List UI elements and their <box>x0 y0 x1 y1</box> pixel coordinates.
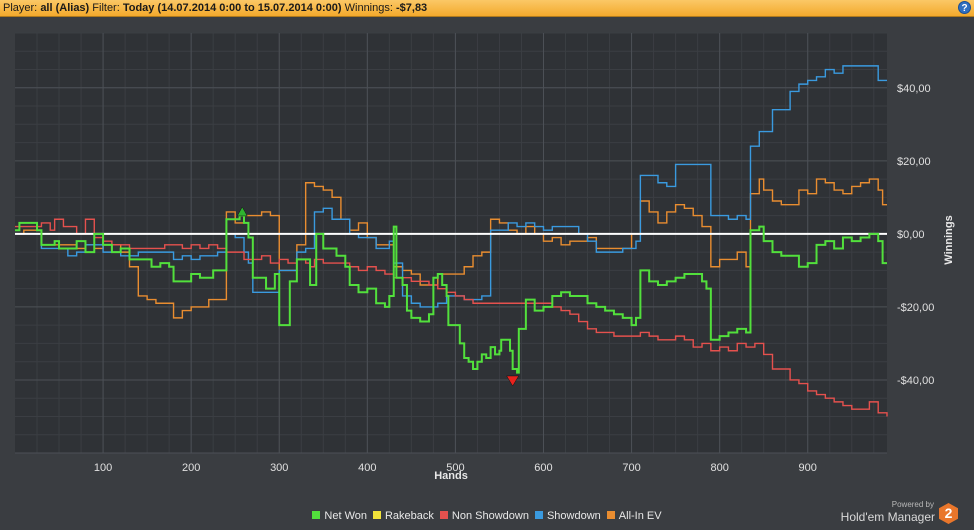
x-tick-label: 100 <box>94 462 112 474</box>
y-tick-label: $40,00 <box>897 83 931 95</box>
legend-swatch <box>372 511 381 519</box>
player-label: Player: <box>3 2 38 14</box>
x-tick-label: 600 <box>534 462 552 474</box>
min-marker-icon <box>506 375 520 387</box>
legend-swatch <box>534 511 543 519</box>
chart-header: Player: all (Alias) Filter: Today (14.07… <box>0 0 974 17</box>
hem-logo-icon: 2 <box>939 503 958 524</box>
y-tick-label: -$40,00 <box>897 375 934 387</box>
winnings-value: -$7,83 <box>395 2 428 14</box>
winnings-label: Winnings: <box>344 2 393 14</box>
legend-item-non-showdown[interactable]: Non Showdown <box>439 510 529 522</box>
filter-value: Today (14.07.2014 0:00 to 15.07.2014 0:0… <box>122 2 342 14</box>
legend-swatch <box>312 511 321 519</box>
series-non-showdown-line <box>15 218 888 417</box>
plot-area <box>15 33 887 453</box>
x-tick-label: 800 <box>710 462 728 474</box>
legend-item-rakeback[interactable]: Rakeback <box>372 510 434 522</box>
legend-item-net-won[interactable]: Net Won <box>312 510 367 522</box>
legend-label: Showdown <box>546 510 601 522</box>
max-marker-icon <box>236 206 248 217</box>
chart-series <box>15 65 888 417</box>
y-axis-label: Winnings <box>943 215 955 264</box>
legend-label: Net Won <box>324 510 367 522</box>
player-value: all (Alias) <box>40 2 90 14</box>
chart-markers <box>236 206 520 387</box>
powered-by-text: Powered by <box>891 500 934 509</box>
x-axis-label: Hands <box>434 470 468 482</box>
y-tick-label: $0,00 <box>897 229 925 241</box>
chart-legend: Net Won Rakeback Non Showdown Showdown All-I… <box>0 510 974 524</box>
x-tick-label: 500 <box>446 462 464 474</box>
legend-label: Non Showdown <box>451 510 529 522</box>
legend-item-all-in-ev[interactable]: All-In EV <box>606 510 662 522</box>
x-tick-labels: 100 200 300 400 500 600 700 800 900 <box>94 462 817 474</box>
y-tick-label: -$20,00 <box>897 302 934 314</box>
chart-grid <box>15 32 887 454</box>
x-tick-label: 400 <box>358 462 376 474</box>
x-tick-label: 200 <box>182 462 200 474</box>
winnings-chart: 100 200 300 400 500 600 700 800 900 $40,00 $20,00… <box>15 32 955 482</box>
legend-swatch <box>439 511 448 519</box>
series-net-won-line <box>15 210 887 374</box>
y-tick-label: $20,00 <box>897 156 931 168</box>
brand-name: Hold'em Manager <box>840 510 935 524</box>
legend-item-showdown[interactable]: Showdown <box>534 510 601 522</box>
legend-label: All-In EV <box>618 510 662 522</box>
series-all-in-ev-line <box>15 178 887 319</box>
y-tick-labels: $40,00 $20,00 $0,00 -$20,00 -$40,00 <box>897 83 934 387</box>
filter-label: Filter: <box>92 2 120 14</box>
legend-label: Rakeback <box>384 510 434 522</box>
x-tick-label: 900 <box>799 462 817 474</box>
x-tick-label: 300 <box>270 462 288 474</box>
help-icon[interactable]: ? <box>958 1 971 14</box>
x-tick-label: 700 <box>622 462 640 474</box>
legend-swatch <box>606 511 615 519</box>
